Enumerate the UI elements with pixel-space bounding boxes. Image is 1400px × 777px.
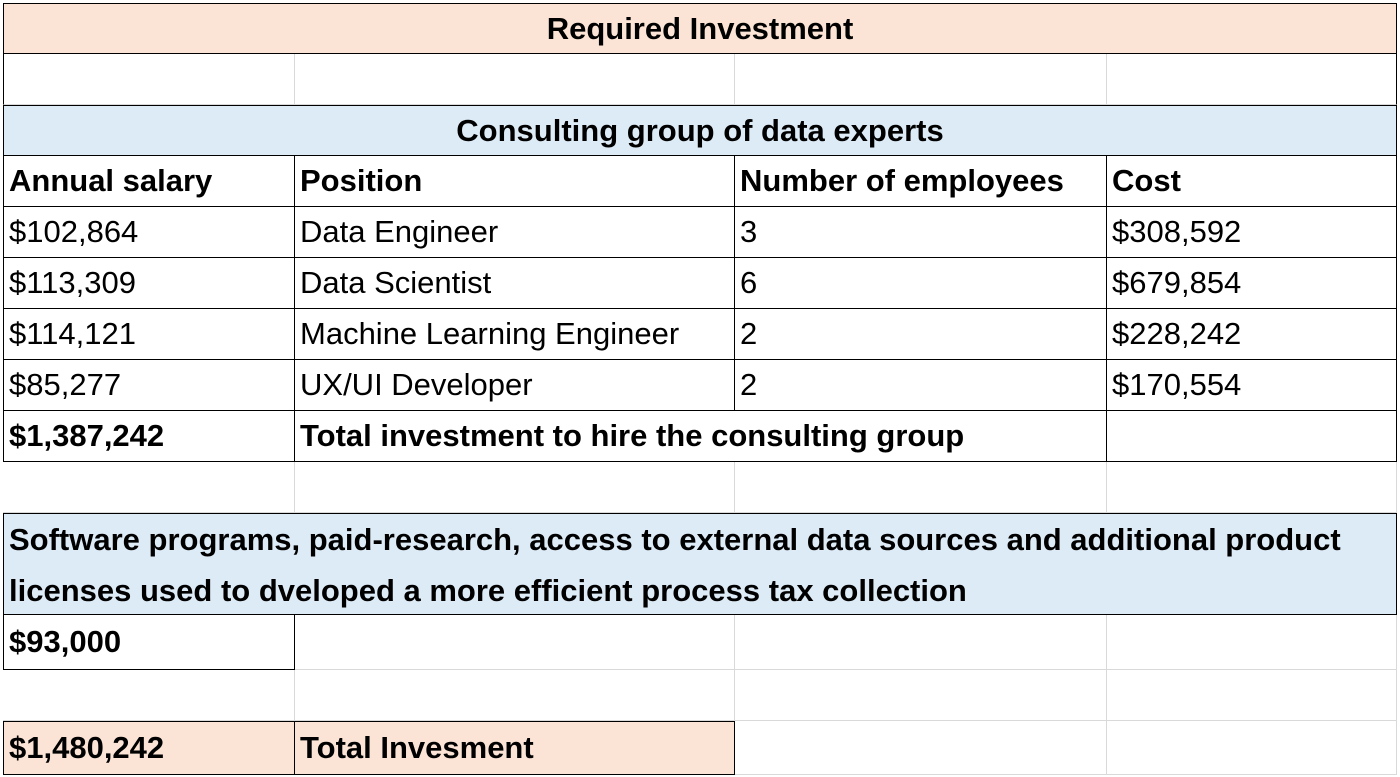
empty-cell[interactable] <box>295 462 735 513</box>
sheet-title[interactable]: Required Investment <box>3 3 1397 54</box>
empty-cell[interactable] <box>1107 411 1397 462</box>
title-row: Required Investment <box>3 3 1397 54</box>
empty-cell[interactable] <box>735 54 1107 105</box>
grand-total-label[interactable]: Total Invesment <box>295 721 735 775</box>
section1-total-row: $1,387,242 Total investment to hire the … <box>3 411 1397 462</box>
employees-cell[interactable]: 3 <box>735 207 1107 258</box>
table-row: $85,277 UX/UI Developer 2 $170,554 <box>3 360 1397 411</box>
cost-cell[interactable]: $228,242 <box>1107 309 1397 360</box>
empty-cell[interactable] <box>1107 54 1397 105</box>
position-cell[interactable]: Data Scientist <box>295 258 735 309</box>
section2-heading[interactable]: Software programs, paid-research, access… <box>3 513 1397 615</box>
cost-cell[interactable]: $308,592 <box>1107 207 1397 258</box>
empty-cell[interactable] <box>295 54 735 105</box>
column-header-employees[interactable]: Number of employees <box>735 156 1107 207</box>
table-row: $113,309 Data Scientist 6 $679,854 <box>3 258 1397 309</box>
section2-value-row: $93,000 <box>3 615 1397 670</box>
grand-total-value[interactable]: $1,480,242 <box>3 721 295 775</box>
position-cell[interactable]: Data Engineer <box>295 207 735 258</box>
empty-cell[interactable] <box>3 670 295 721</box>
section1-total-value[interactable]: $1,387,242 <box>3 411 295 462</box>
empty-cell[interactable] <box>3 54 295 105</box>
section1-heading-row: Consulting group of data experts <box>3 105 1397 156</box>
section1-heading[interactable]: Consulting group of data experts <box>3 105 1397 156</box>
salary-cell[interactable]: $114,121 <box>3 309 295 360</box>
empty-row <box>3 670 1397 721</box>
empty-cell[interactable] <box>1107 721 1397 775</box>
column-header-position[interactable]: Position <box>295 156 735 207</box>
empty-cell[interactable] <box>735 721 1107 775</box>
table-row: $114,121 Machine Learning Engineer 2 $22… <box>3 309 1397 360</box>
table-row: $102,864 Data Engineer 3 $308,592 <box>3 207 1397 258</box>
salary-cell[interactable]: $113,309 <box>3 258 295 309</box>
cost-cell[interactable]: $679,854 <box>1107 258 1397 309</box>
section2-heading-row: Software programs, paid-research, access… <box>3 513 1397 615</box>
empty-row <box>3 54 1397 105</box>
empty-row <box>3 462 1397 513</box>
table-header-row: Annual salary Position Number of employe… <box>3 156 1397 207</box>
empty-cell[interactable] <box>1107 615 1397 670</box>
employees-cell[interactable]: 2 <box>735 309 1107 360</box>
salary-cell[interactable]: $85,277 <box>3 360 295 411</box>
position-cell[interactable]: Machine Learning Engineer <box>295 309 735 360</box>
empty-cell[interactable] <box>735 615 1107 670</box>
position-cell[interactable]: UX/UI Developer <box>295 360 735 411</box>
spreadsheet: Required Investment Consulting group of … <box>3 3 1397 777</box>
section1-total-label[interactable]: Total investment to hire the consulting … <box>295 411 1107 462</box>
cost-cell[interactable]: $170,554 <box>1107 360 1397 411</box>
empty-cell[interactable] <box>3 462 295 513</box>
employees-cell[interactable]: 2 <box>735 360 1107 411</box>
empty-cell[interactable] <box>1107 670 1397 721</box>
employees-cell[interactable]: 6 <box>735 258 1107 309</box>
column-header-salary[interactable]: Annual salary <box>3 156 295 207</box>
empty-cell[interactable] <box>295 670 735 721</box>
empty-cell[interactable] <box>295 615 735 670</box>
salary-cell[interactable]: $102,864 <box>3 207 295 258</box>
empty-cell[interactable] <box>735 462 1107 513</box>
column-header-cost[interactable]: Cost <box>1107 156 1397 207</box>
empty-cell[interactable] <box>735 670 1107 721</box>
grand-total-row: $1,480,242 Total Invesment <box>3 721 1397 775</box>
empty-cell[interactable] <box>1107 462 1397 513</box>
section2-value[interactable]: $93,000 <box>3 615 295 670</box>
